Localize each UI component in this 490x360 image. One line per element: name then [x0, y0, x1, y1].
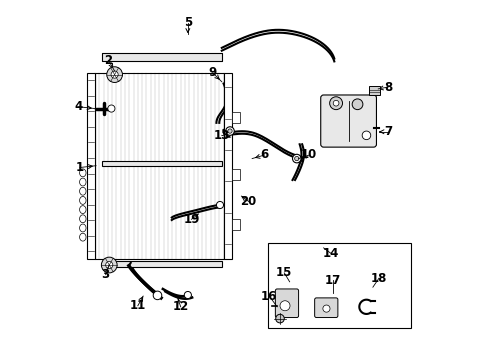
Bar	[369, 86, 380, 95]
Text: 14: 14	[322, 247, 339, 260]
Circle shape	[226, 127, 234, 135]
Circle shape	[333, 100, 339, 106]
Text: 10: 10	[301, 148, 318, 162]
Text: 8: 8	[384, 81, 392, 94]
Text: 20: 20	[241, 195, 257, 208]
Text: 4: 4	[75, 100, 83, 113]
Circle shape	[323, 305, 330, 312]
Text: 7: 7	[384, 125, 392, 138]
FancyBboxPatch shape	[321, 95, 376, 147]
Text: 2: 2	[104, 54, 113, 67]
Text: 6: 6	[261, 148, 269, 162]
Circle shape	[293, 154, 301, 163]
Circle shape	[362, 131, 371, 140]
Bar	[102, 261, 222, 267]
Circle shape	[107, 67, 122, 82]
Text: 15: 15	[276, 266, 293, 279]
Text: 18: 18	[371, 272, 387, 285]
Bar	[232, 219, 240, 230]
Circle shape	[276, 314, 284, 323]
Bar	[102, 53, 222, 61]
Circle shape	[101, 257, 117, 273]
Text: 19: 19	[183, 213, 199, 226]
Bar	[268, 243, 411, 328]
Circle shape	[108, 105, 115, 112]
Circle shape	[352, 99, 363, 110]
Text: 16: 16	[261, 289, 277, 303]
Circle shape	[106, 261, 113, 269]
Circle shape	[184, 292, 192, 298]
Bar	[232, 112, 240, 123]
Bar	[223, 73, 232, 258]
Text: 17: 17	[324, 274, 341, 287]
Circle shape	[217, 202, 223, 208]
Text: 9: 9	[209, 66, 217, 79]
Text: 13: 13	[214, 129, 230, 142]
FancyBboxPatch shape	[275, 289, 298, 318]
Bar	[95, 73, 223, 258]
Text: 1: 1	[76, 161, 84, 174]
Circle shape	[280, 301, 290, 311]
Circle shape	[330, 97, 343, 110]
Circle shape	[111, 71, 118, 78]
Circle shape	[228, 129, 232, 133]
Text: 11: 11	[130, 299, 146, 312]
Circle shape	[153, 291, 162, 300]
FancyBboxPatch shape	[315, 298, 338, 318]
Text: 3: 3	[101, 268, 110, 281]
Text: 5: 5	[184, 16, 192, 29]
Bar	[232, 169, 240, 180]
Circle shape	[294, 157, 299, 161]
Text: 12: 12	[172, 300, 189, 313]
Bar	[87, 73, 95, 258]
Bar	[102, 161, 222, 166]
